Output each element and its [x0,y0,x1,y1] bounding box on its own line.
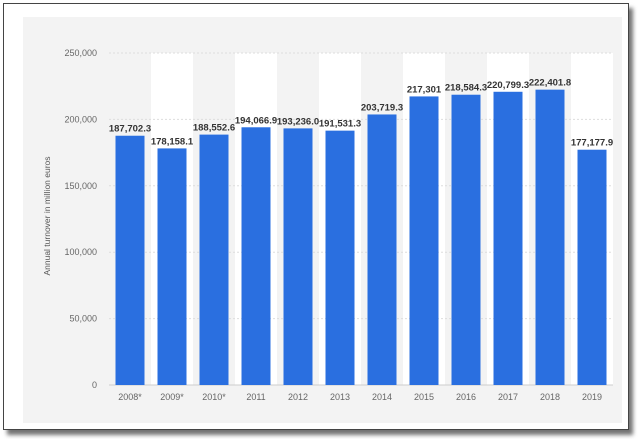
x-tick-label: 2009* [160,392,184,402]
bar [409,96,439,386]
bar [451,94,481,386]
y-axis-ticks: 0 50,000 100,000 150,000 200,000 250,000 [64,48,97,390]
bar [199,134,229,385]
x-tick-label: 2010* [202,392,226,402]
data-label: 177,177.9 [571,138,613,149]
data-label: 217,301 [407,84,442,95]
data-label: 191,531.3 [319,119,361,130]
y-tick-label: 50,000 [69,314,97,324]
y-tick-label: 150,000 [64,181,97,191]
bars [115,89,607,386]
data-label: 194,066.9 [235,115,277,126]
x-tick-label: 2016 [456,392,476,402]
data-label: 218,584.3 [445,83,487,94]
bar [115,135,145,385]
x-axis-ticks: 2008* 2009* 2010* 2011 2012 2013 2014 2015 2016 2… [118,392,602,402]
data-label: 178,158.1 [151,136,194,147]
data-label: 203,719.3 [361,102,403,113]
bar [367,114,397,386]
x-tick-label: 2011 [246,392,265,402]
bar [577,149,607,385]
x-tick-label: 2013 [330,392,350,402]
x-tick-label: 2018 [540,392,560,402]
x-tick-label: 2014 [372,392,392,402]
bar [241,127,271,385]
data-label: 193,236.0 [277,116,319,127]
chart-area: 187,702.3 178,158.1 188,552.6 194,066.9 193,… [23,17,622,423]
y-tick-label: 200,000 [64,114,97,124]
data-label: 220,799.3 [487,80,529,91]
data-label: 188,552.6 [193,123,235,134]
data-label: 187,702.3 [109,124,151,135]
bar [493,91,523,385]
data-label: 222,401.8 [529,78,571,89]
x-tick-label: 2019 [582,392,602,402]
y-tick-label: 250,000 [64,48,97,58]
bar [325,130,355,385]
y-axis-title: Annual turnover in million euros [42,156,52,275]
x-tick-label: 2017 [498,392,518,402]
x-tick-label: 2008* [118,392,142,402]
y-tick-label: 100,000 [64,247,97,257]
bar [283,128,313,385]
y-tick-label: 0 [92,380,97,390]
bar [157,148,187,385]
bar [535,89,565,386]
chart-frame: 187,702.3 178,158.1 188,552.6 194,066.9 193,… [3,3,629,430]
x-tick-label: 2012 [288,392,308,402]
x-tick-label: 2015 [414,392,434,402]
